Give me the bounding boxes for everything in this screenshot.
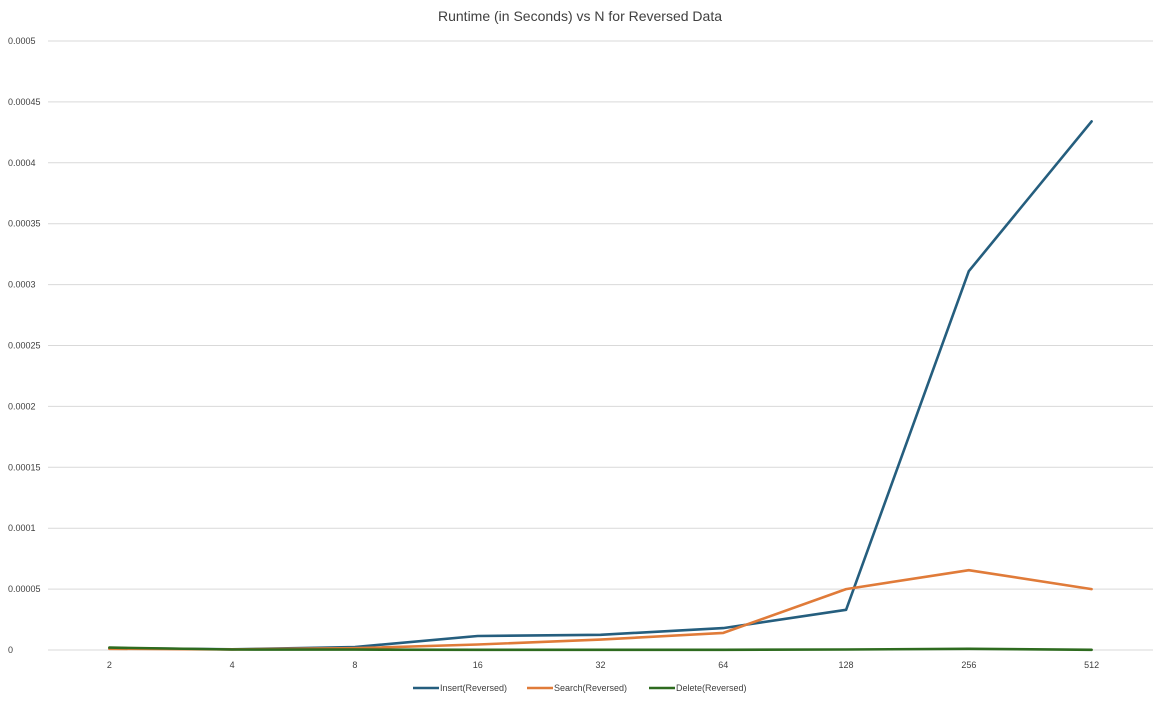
y-tick-label: 0.0002 <box>8 401 36 411</box>
series-line-search-reversed <box>108 568 1093 651</box>
y-tick-label: 0.00025 <box>8 341 41 351</box>
x-tick-label: 512 <box>1084 660 1099 670</box>
grid-lines <box>48 40 1153 651</box>
x-tick-label: 32 <box>595 660 605 670</box>
chart-title: Runtime (in Seconds) vs N for Reversed D… <box>438 8 722 24</box>
legend-label: Insert(Reversed) <box>440 683 507 693</box>
x-tick-label: 128 <box>839 660 854 670</box>
x-tick-label: 4 <box>230 660 235 670</box>
legend-label: Delete(Reversed) <box>676 683 747 693</box>
y-tick-label: 0.00015 <box>8 462 41 472</box>
x-tick-label: 64 <box>718 660 728 670</box>
series-lines <box>108 120 1093 652</box>
x-tick-label: 256 <box>961 660 976 670</box>
y-tick-label: 0.0003 <box>8 280 36 290</box>
x-tick-label: 16 <box>473 660 483 670</box>
series-line-insert-reversed <box>108 120 1093 651</box>
x-axis-ticks: 2 4 8 16 32 64 128 256 512 <box>107 660 1099 670</box>
y-tick-label: 0.0004 <box>8 158 36 168</box>
x-tick-label: 2 <box>107 660 112 670</box>
legend: Insert(Reversed) Search(Reversed) Delete(R… <box>413 683 747 693</box>
y-tick-label: 0.0005 <box>8 36 36 46</box>
y-tick-label: 0.00035 <box>8 219 41 229</box>
y-tick-label: 0.0001 <box>8 523 36 533</box>
legend-label: Search(Reversed) <box>554 683 627 693</box>
y-axis-ticks: 0 0.00005 0.0001 0.00015 0.0002 0.00025 0.0003… <box>8 36 41 655</box>
x-tick-label: 8 <box>352 660 357 670</box>
y-tick-label: 0.00045 <box>8 97 41 107</box>
series-line-delete-reversed <box>108 646 1093 652</box>
y-tick-label: 0.00005 <box>8 584 41 594</box>
y-tick-label: 0 <box>8 645 13 655</box>
